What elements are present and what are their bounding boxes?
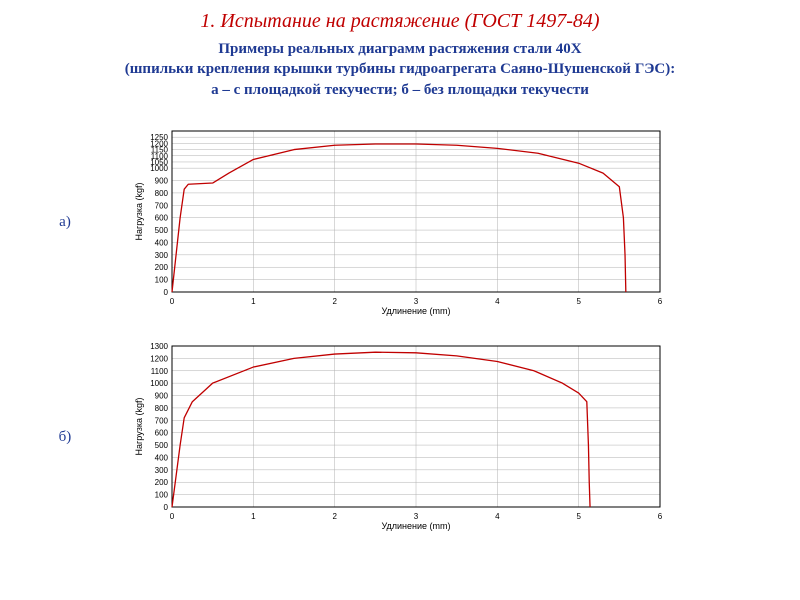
svg-text:Удлинение (mm): Удлинение (mm)	[381, 521, 450, 531]
chart-a-label: а)	[0, 214, 130, 231]
svg-text:2: 2	[332, 512, 337, 521]
svg-text:0: 0	[164, 288, 169, 297]
svg-text:500: 500	[155, 441, 169, 450]
svg-text:2: 2	[332, 297, 337, 306]
subtitle-line2: (шпильки крепления крышки турбины гидроа…	[0, 59, 800, 79]
svg-text:4: 4	[495, 297, 500, 306]
svg-text:600: 600	[155, 429, 169, 438]
svg-text:0: 0	[164, 503, 169, 512]
svg-text:1100: 1100	[151, 367, 169, 376]
svg-text:200: 200	[155, 263, 169, 272]
chart-row-b: б) 0 100 200 300 400 500 600 700 800 900 1000 1100 1…	[0, 340, 800, 535]
svg-text:400: 400	[155, 453, 169, 462]
svg-text:5: 5	[576, 297, 581, 306]
svg-text:100: 100	[155, 276, 169, 285]
svg-text:1: 1	[251, 297, 256, 306]
svg-text:400: 400	[155, 238, 169, 247]
svg-text:1000: 1000	[150, 379, 168, 388]
svg-text:100: 100	[155, 491, 169, 500]
chart-row-a: а) 0100200300400500600700800900100010501…	[0, 125, 800, 320]
svg-text:1300: 1300	[150, 342, 168, 351]
charts-container: а) 0100200300400500600700800900100010501…	[0, 125, 800, 555]
svg-text:1: 1	[251, 512, 256, 521]
svg-text:1250: 1250	[150, 133, 168, 142]
svg-text:1200: 1200	[150, 354, 168, 363]
subtitle: Примеры реальных диаграмм растяжения ста…	[0, 39, 800, 100]
chart-b: 0 100 200 300 400 500 600 700 800 900 1000 1100 1200…	[130, 340, 670, 535]
svg-text:5: 5	[576, 512, 581, 521]
page-root: 1. Испытание на растяжение (ГОСТ 1497-84…	[0, 0, 800, 600]
svg-text:700: 700	[155, 201, 169, 210]
svg-text:0: 0	[170, 297, 175, 306]
chart-a: 0100200300400500600700800900100010501100…	[130, 125, 670, 320]
svg-text:Нагрузка (kgf): Нагрузка (kgf)	[134, 183, 144, 241]
subtitle-line1: Примеры реальных диаграмм растяжения ста…	[0, 39, 800, 59]
svg-text:3: 3	[414, 512, 419, 521]
chart-b-label: б)	[0, 429, 130, 446]
svg-text:Нагрузка (kgf): Нагрузка (kgf)	[134, 398, 144, 456]
svg-text:0: 0	[170, 512, 175, 521]
svg-text:6: 6	[658, 512, 663, 521]
page-title: 1. Испытание на растяжение (ГОСТ 1497-84…	[0, 0, 800, 33]
svg-text:900: 900	[155, 392, 169, 401]
svg-text:200: 200	[155, 478, 169, 487]
svg-text:300: 300	[155, 466, 169, 475]
svg-text:Удлинение (mm): Удлинение (mm)	[381, 306, 450, 316]
svg-text:800: 800	[155, 189, 169, 198]
svg-text:500: 500	[155, 226, 169, 235]
subtitle-line3: а – с площадкой текучести; б – без площа…	[0, 80, 800, 100]
svg-text:4: 4	[495, 512, 500, 521]
svg-text:900: 900	[155, 177, 169, 186]
svg-text:700: 700	[155, 416, 169, 425]
svg-text:300: 300	[155, 251, 169, 260]
svg-text:3: 3	[414, 297, 419, 306]
svg-text:600: 600	[155, 214, 169, 223]
svg-text:6: 6	[658, 297, 663, 306]
svg-text:800: 800	[155, 404, 169, 413]
